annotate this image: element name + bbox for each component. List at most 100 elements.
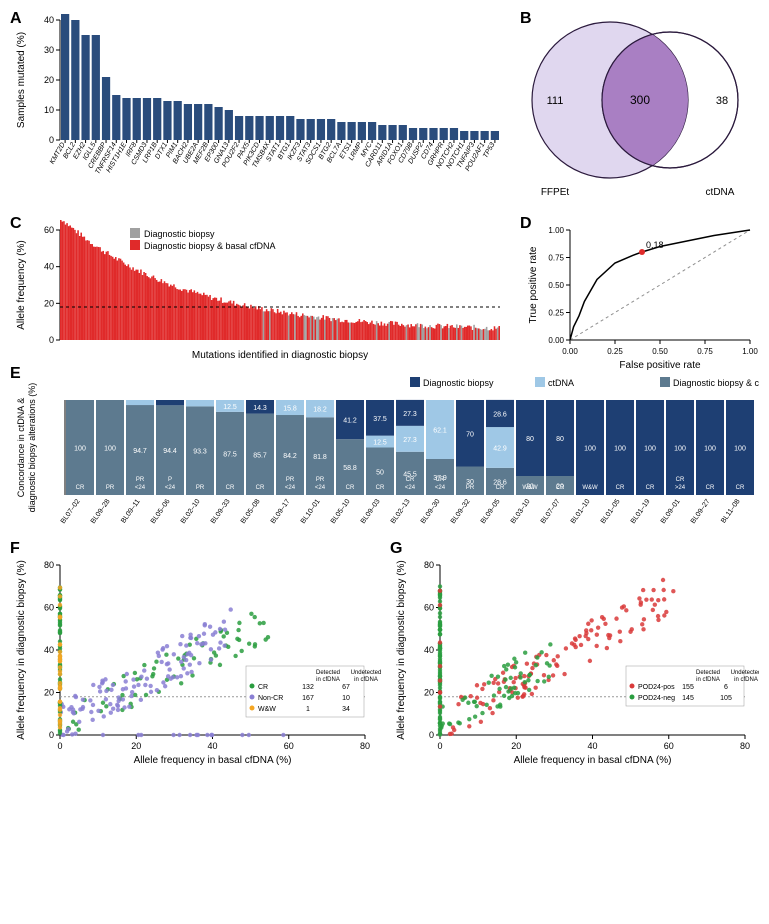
svg-text:100: 100	[704, 446, 716, 453]
svg-text:40: 40	[44, 645, 54, 655]
svg-text:80: 80	[556, 436, 564, 443]
svg-text:W&W: W&W	[258, 706, 276, 713]
svg-text:BL09–28: BL09–28	[90, 498, 112, 525]
svg-text:BL11–08: BL11–08	[720, 498, 742, 525]
svg-text:BL09–33: BL09–33	[210, 498, 232, 525]
bar	[307, 119, 315, 140]
svg-text:10: 10	[44, 105, 54, 115]
svg-text:20: 20	[424, 688, 434, 698]
svg-text:167: 167	[302, 695, 314, 702]
svg-text:Concordance in ctDNA &: Concordance in ctDNA &	[16, 398, 26, 498]
panel-label: E	[10, 365, 21, 383]
panel-label: G	[390, 540, 402, 558]
svg-text:0: 0	[437, 741, 442, 751]
svg-text:CR: CR	[676, 477, 685, 483]
svg-text:100: 100	[734, 446, 746, 453]
svg-text:Undetected: Undetected	[351, 670, 382, 676]
svg-text:0: 0	[429, 730, 434, 740]
svg-text:80: 80	[526, 436, 534, 443]
svg-text:CR: CR	[258, 684, 268, 691]
svg-text:6: 6	[724, 684, 728, 691]
svg-text:80: 80	[740, 741, 750, 751]
svg-text:CR: CR	[706, 485, 715, 491]
svg-text:PR: PR	[106, 485, 115, 491]
svg-text:105: 105	[720, 695, 732, 702]
panel-label: A	[10, 10, 22, 28]
svg-text:1: 1	[306, 706, 310, 713]
svg-text:50: 50	[376, 469, 384, 476]
svg-text:0.25: 0.25	[548, 309, 564, 318]
svg-text:Non-CR: Non-CR	[258, 695, 283, 702]
svg-text:W&W: W&W	[582, 485, 598, 491]
svg-text:18.2: 18.2	[313, 407, 327, 414]
svg-text:20: 20	[44, 75, 54, 85]
panel-label: F	[10, 540, 20, 558]
svg-text:BL05–06: BL05–06	[150, 498, 172, 525]
svg-text:20: 20	[131, 741, 141, 751]
svg-text:CR: CR	[436, 477, 445, 483]
svg-text:BL07–07: BL07–07	[540, 498, 562, 525]
svg-text:PR: PR	[196, 485, 205, 491]
svg-text:CR: CR	[736, 485, 745, 491]
svg-text:38: 38	[716, 95, 728, 107]
bar	[81, 35, 89, 140]
svg-text:Allele frequency in diagnostic: Allele frequency in diagnostic biopsy (%…	[16, 560, 27, 740]
stack-seg	[156, 400, 184, 405]
svg-text:in cfDNA: in cfDNA	[696, 677, 720, 683]
svg-text:0: 0	[57, 741, 62, 751]
svg-text:60: 60	[44, 225, 54, 235]
svg-text:CR: CR	[556, 485, 565, 491]
svg-text:Allele frequency (%): Allele frequency (%)	[16, 240, 27, 329]
svg-text:80: 80	[424, 560, 434, 570]
svg-text:Diagnostic biopsy: Diagnostic biopsy	[144, 229, 215, 239]
svg-text:0.75: 0.75	[548, 254, 564, 263]
svg-text:<24: <24	[165, 485, 176, 491]
bar	[409, 128, 417, 140]
bar	[470, 131, 478, 140]
stack-seg	[126, 400, 154, 405]
bar	[71, 20, 79, 140]
svg-text:<24: <24	[135, 485, 146, 491]
svg-text:12.5: 12.5	[373, 440, 387, 447]
svg-text:BL09–01: BL09–01	[660, 498, 682, 525]
svg-text:PR: PR	[286, 477, 295, 483]
bar	[153, 98, 161, 140]
svg-text:CR: CR	[256, 485, 265, 491]
svg-text:0.25: 0.25	[607, 347, 623, 356]
svg-text:Allele frequency in diagnostic: Allele frequency in diagnostic biopsy (%…	[396, 560, 407, 740]
bar	[399, 125, 407, 140]
svg-text:PR: PR	[466, 485, 475, 491]
svg-text:100: 100	[644, 446, 656, 453]
svg-text:BL09–17: BL09–17	[270, 498, 292, 525]
svg-text:34: 34	[342, 706, 350, 713]
svg-text:>24: >24	[675, 485, 686, 491]
svg-text:Mutations identified in diagno: Mutations identified in diagnostic biops…	[192, 350, 368, 361]
svg-text:60: 60	[284, 741, 294, 751]
panel-label: D	[520, 215, 532, 233]
svg-text:60: 60	[664, 741, 674, 751]
bar	[276, 116, 284, 140]
svg-text:27.3: 27.3	[403, 437, 417, 444]
bar	[327, 119, 335, 140]
svg-text:BL03–10: BL03–10	[510, 498, 532, 525]
svg-text:BL09–11: BL09–11	[120, 498, 142, 525]
svg-text:Allele frequency in basal cfDN: Allele frequency in basal cfDNA (%)	[134, 755, 292, 766]
svg-text:Diagnostic biopsy & basal cfDN: Diagnostic biopsy & basal cfDNA	[144, 241, 276, 251]
svg-text:FFPEt: FFPEt	[541, 187, 570, 198]
svg-text:41.2: 41.2	[343, 418, 357, 425]
svg-text:40: 40	[424, 645, 434, 655]
svg-text:145: 145	[682, 695, 694, 702]
svg-text:300: 300	[630, 93, 650, 107]
svg-text:BL09–03: BL09–03	[360, 498, 382, 525]
svg-text:70: 70	[466, 431, 474, 438]
bar	[440, 128, 448, 140]
bar	[317, 119, 325, 140]
svg-text:100: 100	[104, 446, 116, 453]
svg-text:BL01–10: BL01–10	[570, 498, 592, 525]
svg-text:94.7: 94.7	[133, 448, 147, 455]
svg-text:True positive rate: True positive rate	[528, 246, 539, 323]
bar	[194, 104, 202, 140]
bar	[204, 104, 212, 140]
svg-text:0: 0	[49, 335, 54, 345]
svg-text:BL07–02: BL07–02	[60, 498, 82, 525]
